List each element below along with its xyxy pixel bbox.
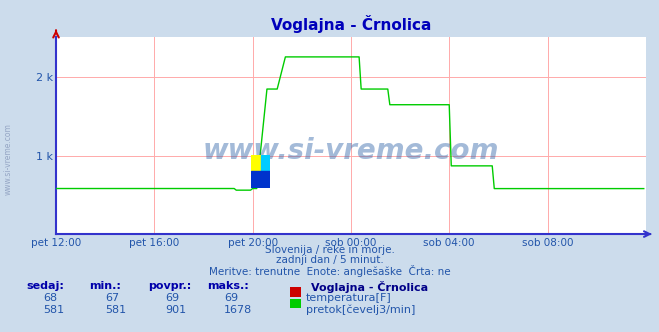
Bar — [261, 171, 270, 188]
Text: sedaj:: sedaj: — [26, 281, 64, 290]
Text: www.si-vreme.com: www.si-vreme.com — [203, 137, 499, 165]
Text: 69: 69 — [224, 293, 238, 303]
Bar — [252, 171, 261, 188]
Text: 68: 68 — [43, 293, 57, 303]
Text: povpr.:: povpr.: — [148, 281, 192, 290]
Text: temperatura[F]: temperatura[F] — [306, 293, 391, 303]
Text: zadnji dan / 5 minut.: zadnji dan / 5 minut. — [275, 255, 384, 265]
Text: Slovenija / reke in morje.: Slovenija / reke in morje. — [264, 245, 395, 255]
Text: Meritve: trenutne  Enote: anglešaške  Črta: ne: Meritve: trenutne Enote: anglešaške Črta… — [209, 265, 450, 277]
Text: 581: 581 — [105, 305, 127, 315]
Text: 1678: 1678 — [224, 305, 252, 315]
Text: maks.:: maks.: — [208, 281, 249, 290]
Text: Voglajna - Črnolica: Voglajna - Črnolica — [311, 281, 428, 292]
Text: min.:: min.: — [89, 281, 121, 290]
Text: www.si-vreme.com: www.si-vreme.com — [3, 124, 13, 195]
Text: 67: 67 — [105, 293, 119, 303]
Title: Voglajna - Črnolica: Voglajna - Črnolica — [271, 15, 431, 33]
Text: pretok[čevelj3/min]: pretok[čevelj3/min] — [306, 305, 415, 315]
Bar — [261, 155, 270, 171]
Text: 901: 901 — [165, 305, 186, 315]
Text: 581: 581 — [43, 305, 64, 315]
Text: 69: 69 — [165, 293, 179, 303]
Bar — [252, 155, 261, 171]
